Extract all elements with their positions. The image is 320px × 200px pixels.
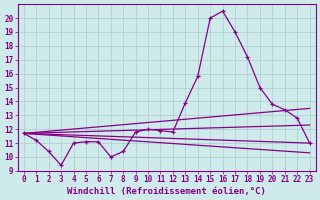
X-axis label: Windchill (Refroidissement éolien,°C): Windchill (Refroidissement éolien,°C) xyxy=(67,187,266,196)
